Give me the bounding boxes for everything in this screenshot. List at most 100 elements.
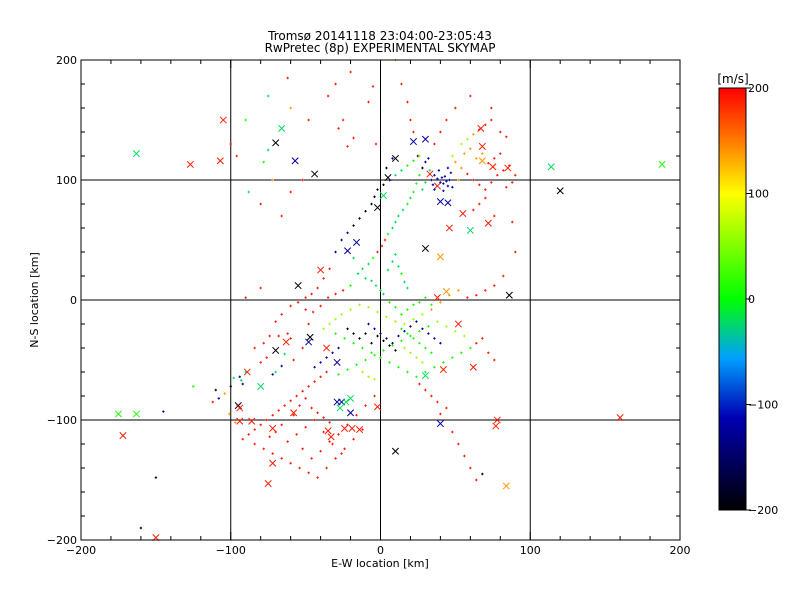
data-point-plus xyxy=(424,346,427,350)
data-point-plus xyxy=(448,178,451,182)
data-point-plus xyxy=(352,136,355,140)
data-point-plus xyxy=(394,253,397,256)
data-point-plus xyxy=(427,157,430,160)
data-point-plus xyxy=(367,306,370,309)
data-point-plus xyxy=(307,385,310,388)
data-point-cross xyxy=(493,416,501,424)
data-point-plus xyxy=(430,351,433,354)
data-point-plus xyxy=(406,286,409,290)
data-point-plus xyxy=(400,82,403,86)
data-point-plus xyxy=(274,320,277,323)
data-point-cross xyxy=(445,224,453,232)
data-point-plus xyxy=(343,447,346,450)
y-axis-tick-labels: −200 −100 0 100 200 xyxy=(47,54,77,547)
data-point-plus xyxy=(436,177,439,180)
data-point-plus xyxy=(241,382,244,386)
data-point-plus xyxy=(373,354,376,357)
data-point-plus xyxy=(406,202,409,206)
data-point-cross xyxy=(433,182,441,190)
data-point-plus xyxy=(406,164,409,167)
data-point-plus xyxy=(418,154,421,158)
data-point-plus xyxy=(311,310,315,314)
data-point-plus xyxy=(415,375,418,378)
data-point-plus xyxy=(514,174,517,177)
data-point-plus xyxy=(286,76,289,80)
data-point-plus xyxy=(334,457,337,460)
data-point-plus xyxy=(403,280,406,284)
data-point-plus xyxy=(499,130,502,134)
data-point-plus xyxy=(371,256,375,260)
data-point-plus xyxy=(400,327,403,330)
data-point-cross xyxy=(341,424,349,432)
data-point-cross xyxy=(436,198,444,206)
data-point-cross xyxy=(248,417,256,425)
data-point-plus xyxy=(370,351,373,354)
colorbar-tick-label: 0 xyxy=(748,293,755,306)
data-point-plus xyxy=(307,322,310,326)
data-point-plus xyxy=(424,181,427,184)
data-point-plus xyxy=(386,232,390,236)
data-point-plus xyxy=(370,202,373,206)
data-point-plus xyxy=(424,160,427,164)
data-point-cross xyxy=(294,282,302,290)
data-point-cross xyxy=(436,420,444,428)
data-point-plus xyxy=(259,202,262,206)
data-point-cross xyxy=(272,346,280,354)
data-point-plus xyxy=(406,100,409,104)
data-point-plus xyxy=(388,301,391,304)
data-point-plus xyxy=(328,440,331,443)
data-point-plus xyxy=(436,320,439,323)
data-point-plus xyxy=(296,301,300,304)
data-point-cross xyxy=(439,366,447,374)
data-point-plus xyxy=(409,118,412,122)
data-point-plus xyxy=(472,133,475,136)
data-point-cross xyxy=(114,410,122,418)
data-point-plus xyxy=(382,183,385,186)
data-point-plus xyxy=(493,358,496,362)
data-point-plus xyxy=(433,174,436,177)
data-point-plus xyxy=(371,85,375,88)
y-tick-label: −100 xyxy=(47,414,77,427)
x-axis-tick-labels: −200 −100 0 100 200 xyxy=(66,544,691,557)
data-point-plus xyxy=(409,334,412,338)
data-point-plus xyxy=(298,404,301,407)
data-point-cross xyxy=(346,409,355,417)
data-point-plus xyxy=(391,260,394,263)
data-point-cross xyxy=(436,253,444,261)
data-point-plus xyxy=(382,292,385,296)
y-tick-label: 0 xyxy=(70,294,77,307)
data-point-plus xyxy=(421,166,424,170)
data-point-plus xyxy=(451,186,454,189)
data-point-plus xyxy=(340,452,343,455)
data-point-plus xyxy=(443,175,447,178)
data-point-plus xyxy=(310,292,313,296)
data-point-plus xyxy=(259,286,262,290)
data-point-plus xyxy=(304,426,307,429)
data-point-cross xyxy=(454,320,462,328)
data-point-plus xyxy=(424,296,427,299)
data-point-plus xyxy=(382,339,385,342)
data-point-plus xyxy=(304,308,307,311)
data-point-plus xyxy=(454,330,457,333)
colorbar-ticks: 200 100 0 −100 −200 xyxy=(746,82,778,517)
data-point-cross xyxy=(444,199,452,207)
data-point-plus xyxy=(346,327,349,330)
data-point-plus xyxy=(374,142,378,146)
colorbar-gradient xyxy=(718,87,747,511)
data-point-plus xyxy=(223,392,226,395)
data-point-plus xyxy=(340,313,343,316)
data-point-plus xyxy=(228,412,231,416)
data-point-cross xyxy=(484,219,492,227)
data-point-plus xyxy=(326,94,330,98)
data-point-plus xyxy=(292,358,295,362)
data-point-plus xyxy=(238,375,241,378)
data-point-plus xyxy=(418,330,421,333)
data-point-plus xyxy=(394,306,397,309)
data-point-cross xyxy=(219,116,227,124)
data-point-plus xyxy=(466,138,469,141)
data-point-plus xyxy=(316,476,319,479)
data-point-plus xyxy=(430,394,433,398)
data-point-plus xyxy=(391,226,394,230)
data-point-plus xyxy=(466,296,469,299)
data-point-plus xyxy=(262,160,265,164)
